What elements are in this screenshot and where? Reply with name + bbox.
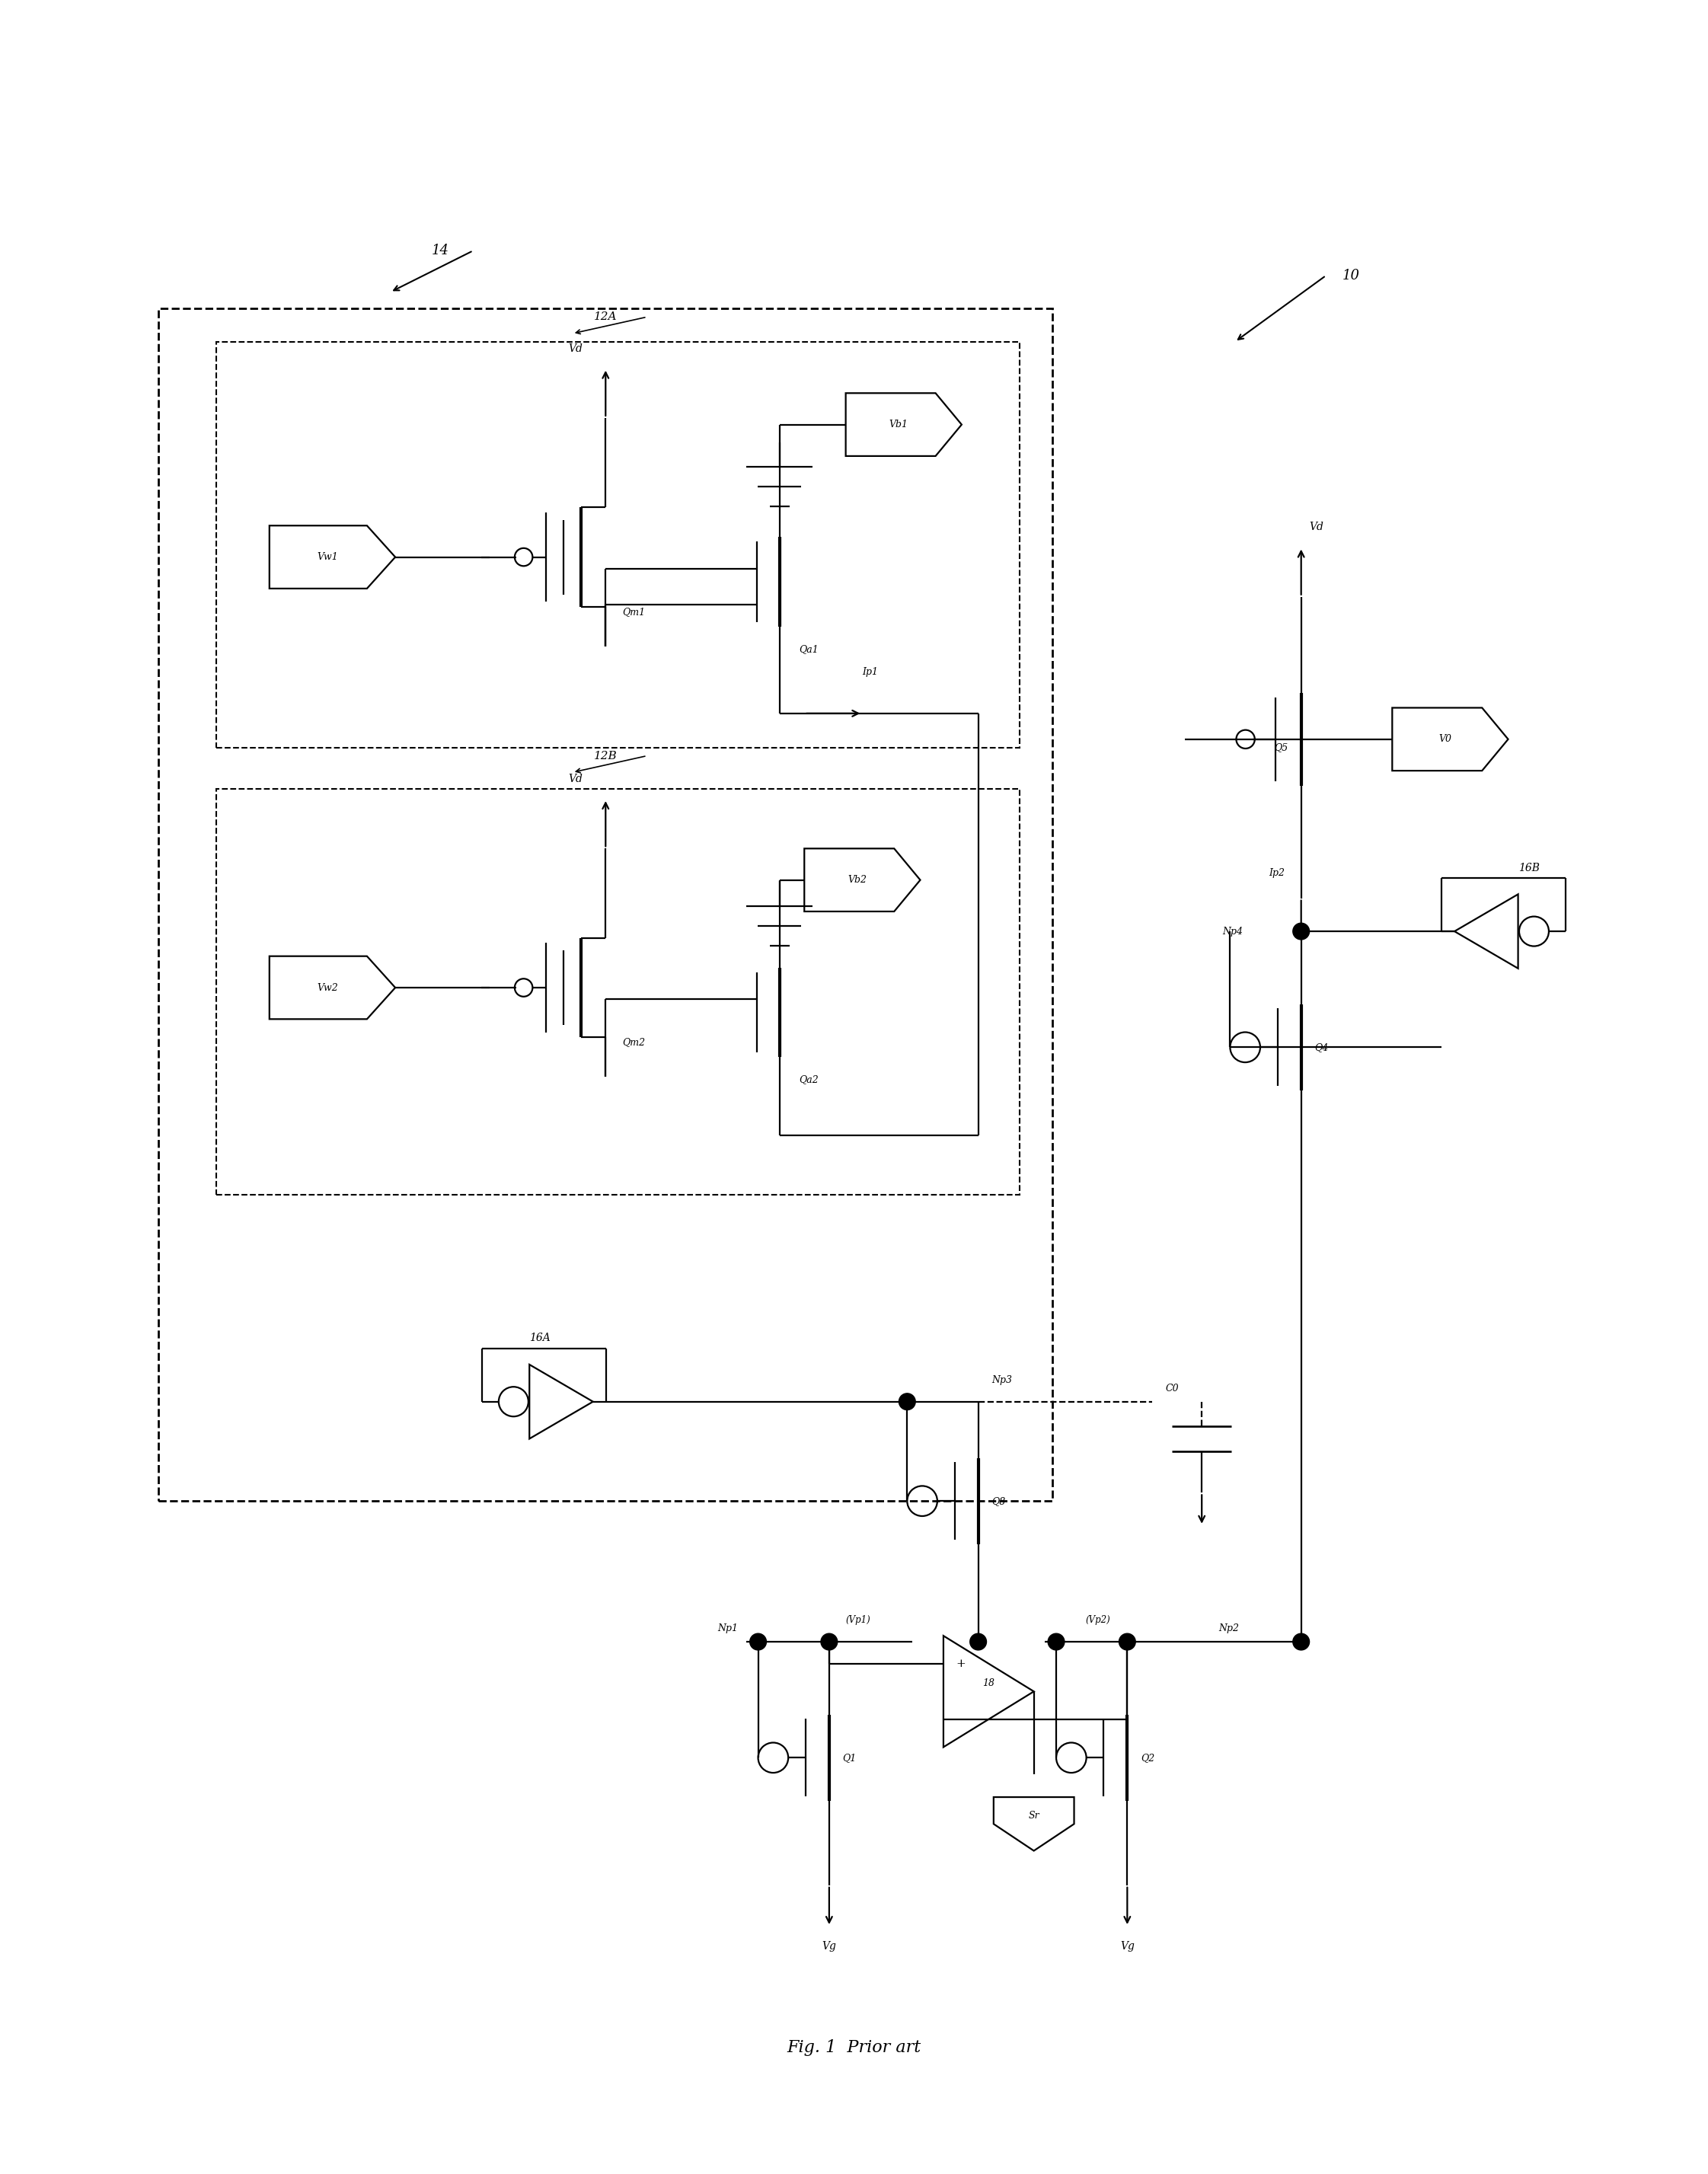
Text: Q5: Q5 <box>1274 744 1288 752</box>
Text: Vg: Vg <box>822 1941 837 1952</box>
Text: 12A: 12A <box>594 311 617 322</box>
Text: Vd: Vd <box>569 774 582 785</box>
Text: Vg: Vg <box>1120 1941 1134 1952</box>
Text: Vw1: Vw1 <box>316 552 338 563</box>
Text: Np3: Np3 <box>991 1376 1013 1385</box>
Text: -: - <box>958 1713 963 1724</box>
Text: Sr: Sr <box>1028 1811 1040 1822</box>
Text: Np2: Np2 <box>1218 1624 1238 1633</box>
Text: 12B: 12B <box>594 750 617 761</box>
Text: 10: 10 <box>1342 270 1360 283</box>
Circle shape <box>1293 924 1310 939</box>
Text: C0: C0 <box>1165 1383 1179 1394</box>
Text: Q1: Q1 <box>842 1752 856 1763</box>
Text: Vw2: Vw2 <box>316 983 338 994</box>
Text: Qa1: Qa1 <box>799 644 818 654</box>
Text: +: + <box>956 1659 965 1670</box>
Text: 16B: 16B <box>1518 863 1539 874</box>
Text: Qa2: Qa2 <box>799 1074 818 1085</box>
Text: Q2: Q2 <box>1141 1752 1155 1763</box>
Text: (Vp1): (Vp1) <box>845 1615 871 1626</box>
Text: Np1: Np1 <box>717 1624 738 1633</box>
Circle shape <box>1293 1633 1310 1650</box>
Text: Vb1: Vb1 <box>890 420 909 430</box>
Text: Qm1: Qm1 <box>622 607 646 617</box>
Text: Ip1: Ip1 <box>863 667 878 676</box>
Text: Qm2: Qm2 <box>622 1037 646 1048</box>
Text: 18: 18 <box>982 1678 994 1689</box>
Text: 16A: 16A <box>529 1333 550 1344</box>
Text: V0: V0 <box>1438 735 1452 744</box>
Text: Fig. 1  Prior art: Fig. 1 Prior art <box>787 2039 921 2057</box>
Circle shape <box>1049 1633 1064 1650</box>
Circle shape <box>822 1633 837 1650</box>
Circle shape <box>970 1633 987 1650</box>
Text: Q4: Q4 <box>1315 1041 1329 1052</box>
Circle shape <box>1119 1633 1136 1650</box>
Text: Vb2: Vb2 <box>847 876 868 885</box>
Text: (Vp2): (Vp2) <box>1086 1615 1110 1626</box>
Circle shape <box>750 1633 767 1650</box>
Text: Vd: Vd <box>1310 522 1324 533</box>
Text: Np4: Np4 <box>1223 926 1243 937</box>
Circle shape <box>898 1394 915 1411</box>
Text: Ip2: Ip2 <box>1269 867 1284 878</box>
Text: Q8: Q8 <box>991 1496 1006 1507</box>
Text: 14: 14 <box>430 243 449 257</box>
Text: Vd: Vd <box>569 343 582 354</box>
